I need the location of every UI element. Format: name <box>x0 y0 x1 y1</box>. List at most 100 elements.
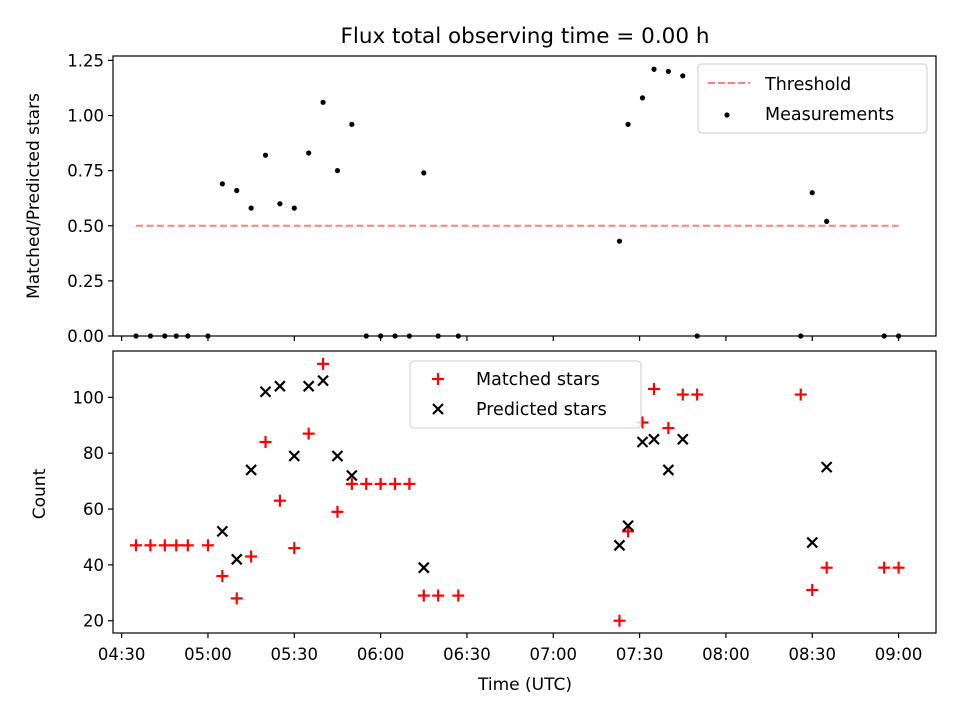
measurement-point <box>262 152 269 158</box>
top-axes-frame <box>112 55 937 337</box>
x-tick-label: 06:30 <box>443 645 491 664</box>
x-tick-label: 08:00 <box>702 645 750 664</box>
matched-star-point <box>417 589 430 602</box>
predicted-star-point <box>259 385 272 398</box>
measurement-point <box>219 181 225 187</box>
y-tick-label: 20 <box>83 612 104 631</box>
x-tick-label: 04:30 <box>98 645 146 664</box>
y-tick-label: 0.00 <box>67 327 104 346</box>
measurement-point <box>421 170 427 176</box>
x-axis-label: Time (UTC) <box>477 675 572 695</box>
matched-star-point <box>345 477 358 490</box>
legend-predicted-swatch <box>432 403 444 415</box>
predicted-star-point <box>245 464 257 476</box>
matched-star-point <box>259 436 272 449</box>
matched-star-point <box>432 589 445 602</box>
matched-star-point <box>170 539 183 552</box>
matched-star-point <box>622 525 635 538</box>
measurement-point <box>665 68 671 75</box>
measurement-point <box>334 168 341 174</box>
y-tick-label: 100 <box>73 388 105 407</box>
predicted-star-point <box>418 561 430 574</box>
matched-star-point <box>389 477 402 490</box>
predicted-star-point <box>806 536 819 549</box>
matched-star-point <box>181 539 194 552</box>
predicted-star-point <box>302 380 315 392</box>
matched-star-point <box>691 388 704 401</box>
bottom-y-axis-label: Count <box>30 468 50 519</box>
x-tick-label: 05:30 <box>271 645 319 664</box>
matched-star-point <box>273 494 286 507</box>
predicted-star-point <box>230 553 243 566</box>
bottom-axes-frame <box>112 350 937 634</box>
y-tick-label: 0.75 <box>67 162 104 181</box>
matched-star-point <box>302 427 315 440</box>
legend-matched-swatch <box>432 373 444 385</box>
matched-star-point <box>806 584 819 597</box>
matched-star-point <box>331 505 344 518</box>
measurement-point <box>625 121 631 127</box>
y-tick-label: 1.25 <box>67 51 104 70</box>
measurement-point <box>248 205 254 211</box>
matched-star-point <box>676 388 689 401</box>
bottom-legend: Matched stars Predicted stars <box>409 360 642 429</box>
matched-star-point <box>892 561 905 574</box>
legend-measurements-label: Measurements <box>765 105 894 125</box>
bottom-panel: 20 40 60 80 100 04:30 05:00 05:30 06:00 06:30 07:0… <box>73 350 937 664</box>
legend-predicted-label: Predicted stars <box>476 400 607 420</box>
matched-star-point <box>820 561 833 574</box>
matched-star-point <box>317 357 330 370</box>
y-tick-label: 60 <box>83 500 104 519</box>
measurement-point <box>809 190 815 196</box>
top-y-axis-label: Matched/Predicted stars <box>24 93 44 299</box>
measurement-point <box>349 121 355 127</box>
matched-star-point <box>452 589 465 602</box>
matched-star-point <box>158 539 171 552</box>
y-tick-label: 0.50 <box>67 217 104 236</box>
matched-star-point <box>130 539 143 552</box>
matched-star-point <box>794 388 807 401</box>
predicted-star-point <box>613 539 626 552</box>
measurement-point <box>651 66 657 72</box>
x-tick-label: 06:00 <box>357 645 405 664</box>
matched-star-point <box>662 422 675 435</box>
measurement-point <box>320 99 326 105</box>
x-tick-label: 08:30 <box>788 645 836 664</box>
matched-star-point <box>216 570 229 583</box>
legend-threshold-label: Threshold <box>764 75 851 95</box>
matched-star-point <box>144 539 157 552</box>
legend-matched-label: Matched stars <box>476 370 600 390</box>
measurement-point <box>277 201 283 207</box>
chart-title: Flux total observing time = 0.00 h <box>341 24 710 49</box>
y-tick-label: 40 <box>83 556 104 575</box>
measurement-point <box>291 205 297 211</box>
matched-star-point <box>613 614 626 627</box>
y-tick-label: 80 <box>83 444 104 463</box>
top-panel: 0.00 0.25 0.50 0.75 1.00 1.25 <box>67 51 937 346</box>
predicted-star-point <box>622 520 634 532</box>
predicted-star-point <box>274 380 286 392</box>
x-tick-label: 09:00 <box>875 645 923 664</box>
measurement-point <box>639 95 646 101</box>
matched-star-point <box>245 550 258 563</box>
predicted-star-point <box>317 374 329 387</box>
matched-star-point <box>878 561 891 574</box>
measurement-point <box>234 187 240 194</box>
predicted-star-point <box>636 436 649 448</box>
matched-star-point <box>288 542 301 555</box>
measurement-point <box>306 150 312 156</box>
top-legend: Threshold Measurements <box>697 63 928 134</box>
predicted-star-point <box>216 525 229 538</box>
matched-star-point <box>374 477 387 490</box>
y-tick-label: 0.25 <box>67 272 104 291</box>
measurement-point <box>824 218 830 224</box>
matched-star-point <box>360 477 373 490</box>
predicted-star-point <box>662 464 675 476</box>
matched-star-point <box>201 539 214 552</box>
predicted-star-point <box>820 461 833 473</box>
legend-measurements-swatch <box>724 112 730 118</box>
measurement-point <box>616 238 623 244</box>
x-tick-label: 07:30 <box>616 645 664 664</box>
matched-star-point <box>230 592 243 605</box>
